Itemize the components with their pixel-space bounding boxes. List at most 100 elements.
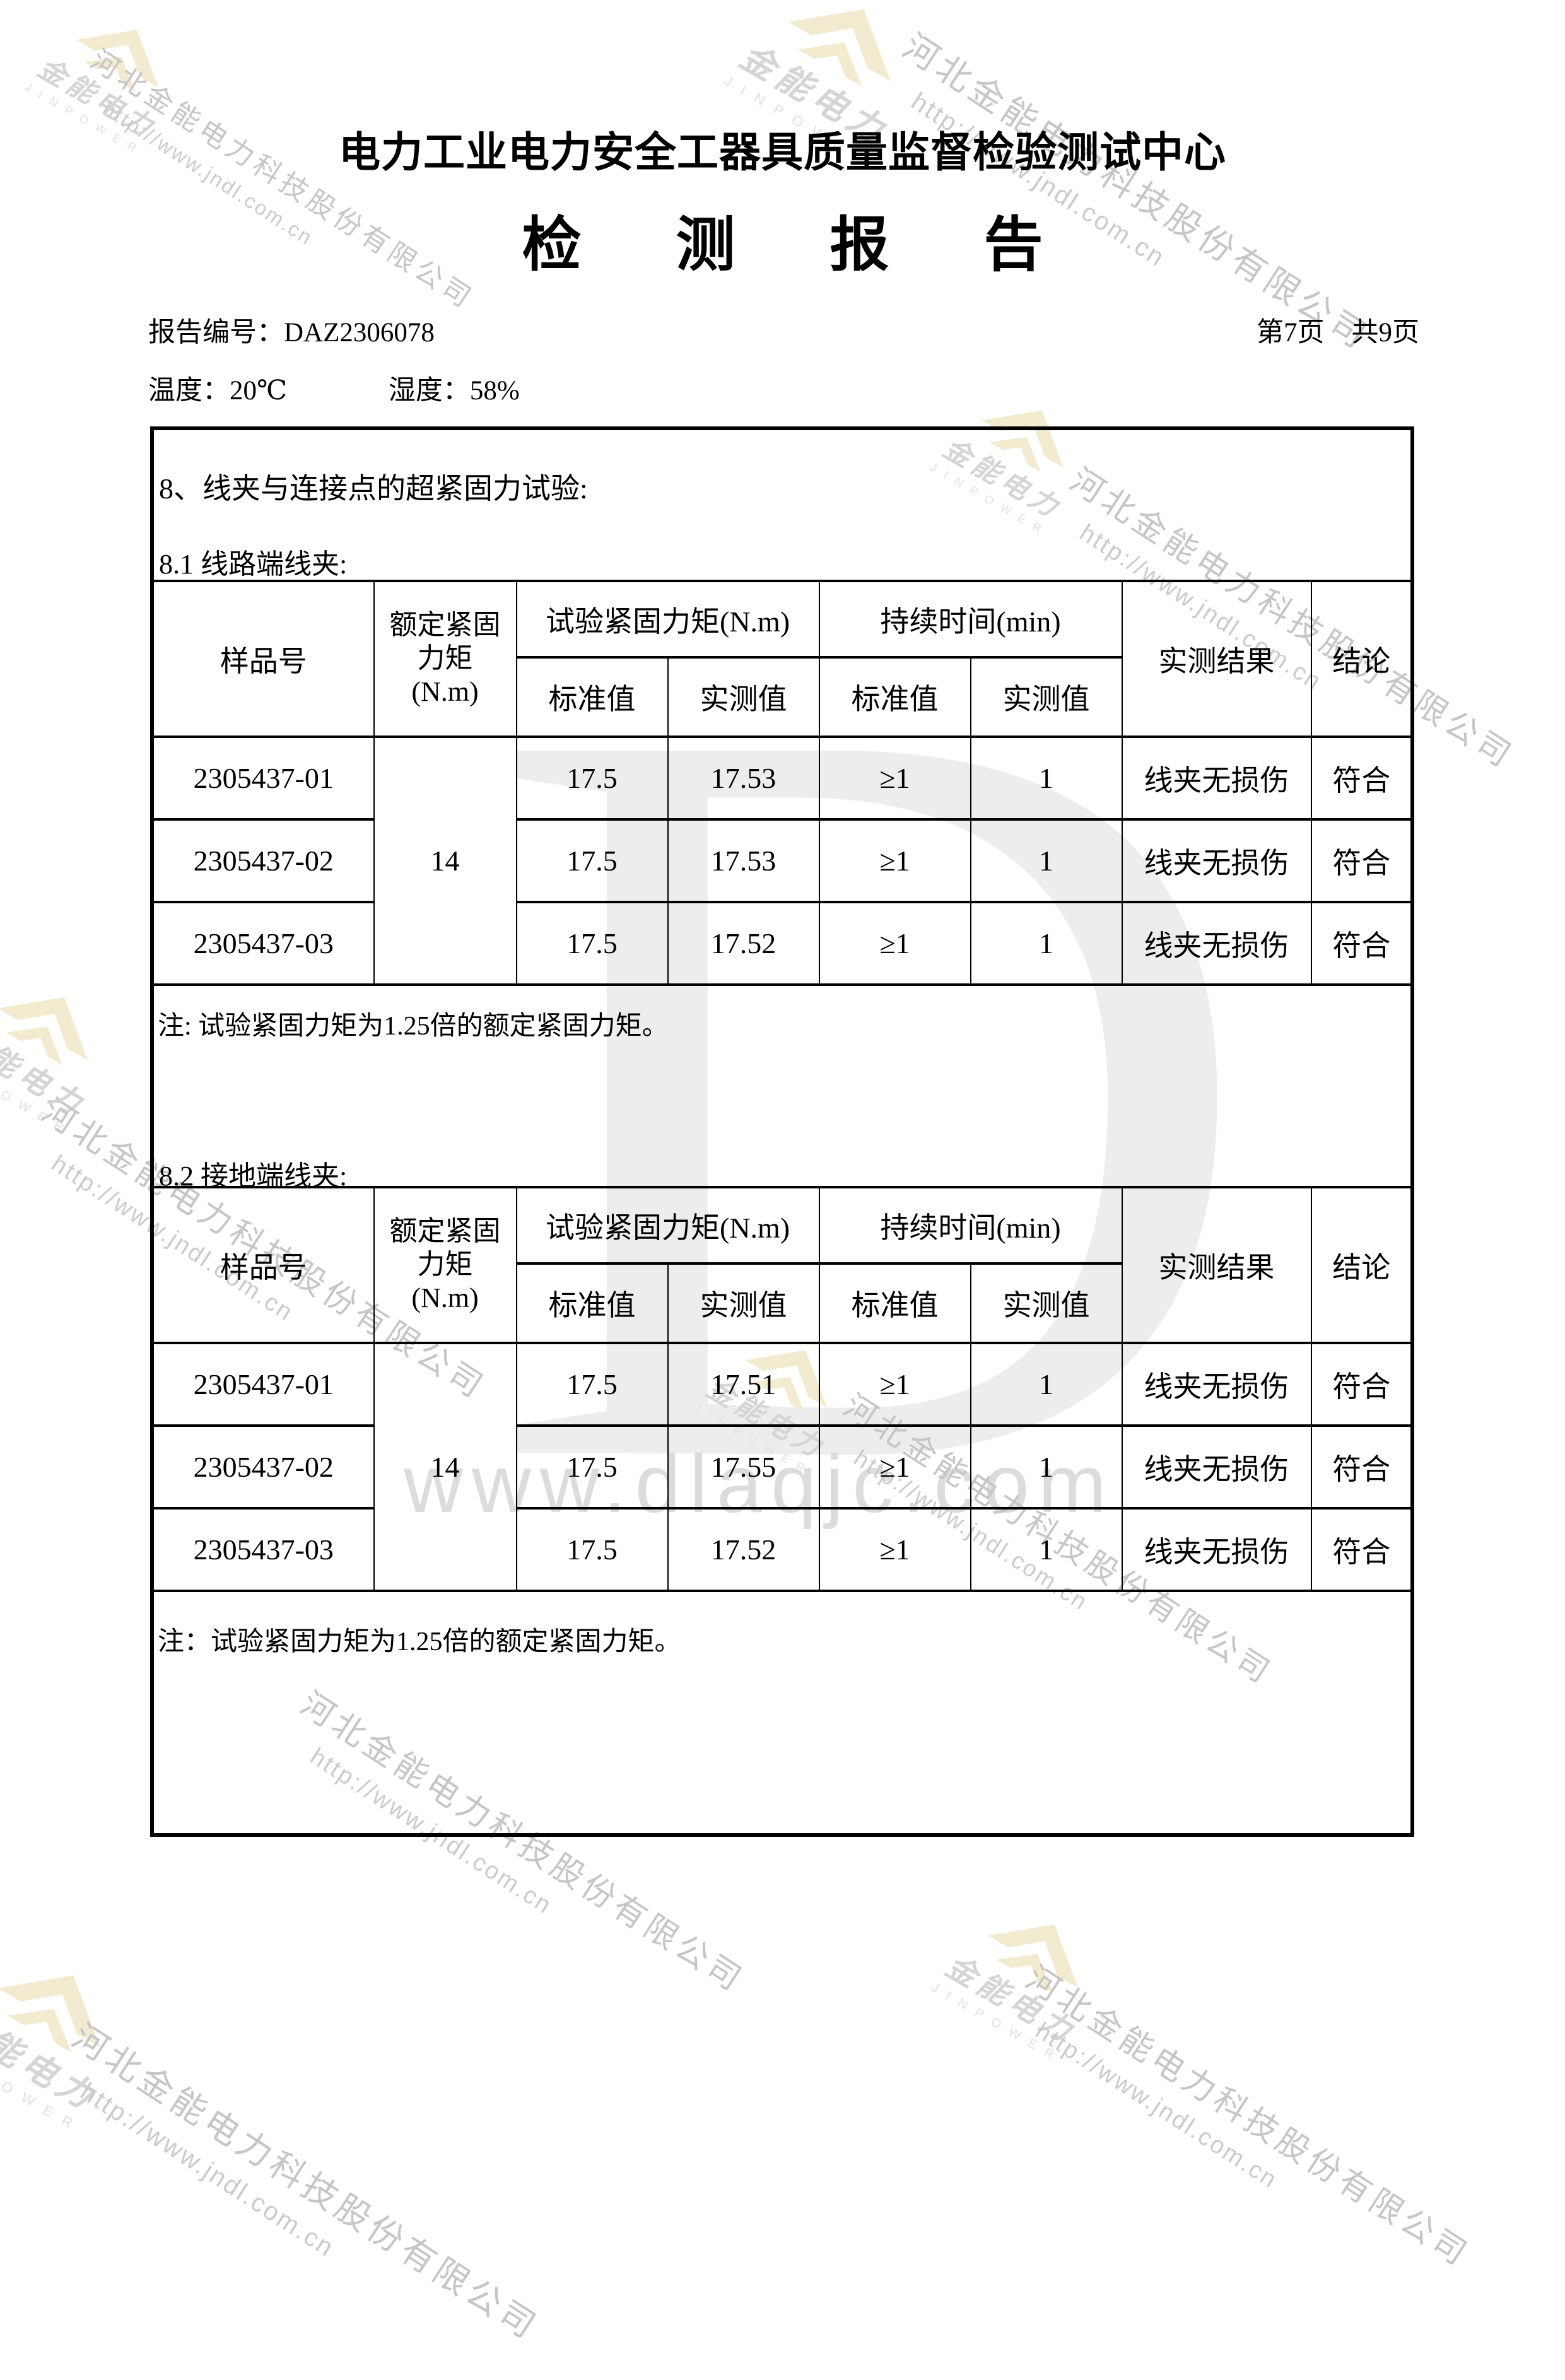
report-number-value: DAZ2306078 bbox=[284, 318, 435, 348]
result-cell: 线夹无损伤 bbox=[1121, 818, 1312, 903]
duration-standard-cell: ≥1 bbox=[818, 1507, 971, 1592]
torque-measured-cell: 17.55 bbox=[667, 1424, 820, 1509]
report-meta-row: 报告编号：DAZ2306078 第7页 共9页 bbox=[148, 310, 1419, 349]
col-header-rated-torque: 额定紧固 力矩 (N.m) bbox=[373, 1186, 517, 1344]
col-header-duration-measured: 实测值 bbox=[970, 1262, 1123, 1344]
col-header-duration-group: 持续时间(min) bbox=[818, 580, 1123, 659]
col-header-conclusion: 结论 bbox=[1310, 1186, 1413, 1344]
torque-measured-cell: 17.51 bbox=[667, 1342, 820, 1427]
sample-cell: 2305437-03 bbox=[152, 1507, 375, 1592]
col-header-duration-measured: 实测值 bbox=[970, 656, 1123, 738]
duration-measured-cell: 1 bbox=[970, 1342, 1123, 1427]
sample-cell: 2305437-01 bbox=[152, 736, 375, 821]
table-row: 2305437-01 14 17.5 17.53 ≥1 1 线夹无损伤 符合 bbox=[152, 736, 1413, 986]
line-end-clamp-table-wrap: 样品号 额定紧固 力矩 (N.m) 试验紧固力矩(N.m) 持续时间(min) … bbox=[152, 580, 1414, 986]
col-header-sample: 样品号 bbox=[152, 1186, 375, 1344]
col-header-torque-measured: 实测值 bbox=[667, 656, 820, 738]
col-header-result: 实测结果 bbox=[1121, 580, 1312, 738]
col-header-torque-measured: 实测值 bbox=[667, 1262, 820, 1344]
table-header-row: 样品号 额定紧固 力矩 (N.m) 试验紧固力矩(N.m) 持续时间(min) … bbox=[152, 580, 1413, 738]
report-body-frame: 8、线夹与连接点的超紧固力试验: 8.1 线路端线夹: 样品号 额定紧固 力矩 … bbox=[150, 426, 1414, 1837]
section-8-1-heading: 8.1 线路端线夹: bbox=[159, 549, 348, 580]
conclusion-cell: 符合 bbox=[1310, 818, 1413, 903]
conclusion-cell: 符合 bbox=[1310, 1342, 1413, 1427]
temperature-label: 温度： bbox=[148, 376, 230, 406]
col-header-torque-standard: 标准值 bbox=[515, 656, 669, 738]
page-indicator: 第7页 共9页 bbox=[1257, 318, 1419, 348]
report-page: 电力工业电力安全工器具质量监督检验测试中心 检测报告 报告编号：DAZ23060… bbox=[148, 130, 1419, 1837]
table2-note: 注：试验紧固力矩为1.25倍的额定紧固力矩。 bbox=[158, 1627, 681, 1656]
sample-cell: 2305437-02 bbox=[152, 818, 375, 903]
report-number-label: 报告编号： bbox=[148, 318, 284, 348]
conclusion-cell: 符合 bbox=[1310, 901, 1413, 986]
line-end-clamp-table: 样品号 额定紧固 力矩 (N.m) 试验紧固力矩(N.m) 持续时间(min) … bbox=[152, 580, 1414, 986]
temperature-value: 20℃ bbox=[230, 376, 288, 406]
torque-measured-cell: 17.52 bbox=[667, 1507, 820, 1592]
ground-end-clamp-table-wrap: 样品号 额定紧固 力矩 (N.m) 试验紧固力矩(N.m) 持续时间(min) … bbox=[152, 1186, 1414, 1592]
torque-measured-cell: 17.52 bbox=[667, 901, 820, 986]
duration-standard-cell: ≥1 bbox=[818, 1342, 971, 1427]
col-header-sample: 样品号 bbox=[152, 580, 375, 738]
table-row: 2305437-01 14 17.5 17.51 ≥1 1 线夹无损伤 符合 bbox=[152, 1342, 1413, 1592]
result-cell: 线夹无损伤 bbox=[1121, 1424, 1312, 1509]
torque-standard-cell: 17.5 bbox=[515, 818, 669, 903]
torque-measured-cell: 17.53 bbox=[667, 818, 820, 903]
duration-measured-cell: 1 bbox=[970, 1507, 1123, 1592]
duration-measured-cell: 1 bbox=[970, 736, 1123, 821]
duration-measured-cell: 1 bbox=[970, 901, 1123, 986]
sample-cell: 2305437-02 bbox=[152, 1424, 375, 1509]
table-header-row: 样品号 额定紧固 力矩 (N.m) 试验紧固力矩(N.m) 持续时间(min) … bbox=[152, 1186, 1413, 1344]
conclusion-cell: 符合 bbox=[1310, 736, 1413, 821]
table1-note: 注: 试验紧固力矩为1.25倍的额定紧固力矩。 bbox=[158, 1012, 669, 1041]
table-row: 2305437-03 17.5 17.52 ≥1 1 线夹无损伤 符合 bbox=[152, 901, 1413, 986]
conclusion-cell: 符合 bbox=[1310, 1507, 1413, 1592]
humidity: 湿度：58% bbox=[389, 376, 520, 406]
rated-torque-cell: 14 bbox=[373, 736, 517, 986]
report-number: 报告编号：DAZ2306078 bbox=[148, 310, 435, 349]
duration-standard-cell: ≥1 bbox=[818, 901, 971, 986]
table-subheader-row: 标准值 实测值 标准值 实测值 bbox=[153, 1262, 1412, 1344]
table-row: 2305437-02 17.5 17.55 ≥1 1 线夹无损伤 符合 bbox=[152, 1424, 1413, 1509]
humidity-label: 湿度： bbox=[388, 376, 470, 406]
result-cell: 线夹无损伤 bbox=[1121, 901, 1312, 986]
rated-torque-cell: 14 bbox=[373, 1342, 517, 1592]
rated-torque-line3: (N.m) bbox=[411, 1282, 479, 1313]
page-title: 检测报告 bbox=[522, 213, 1138, 278]
humidity-value: 58% bbox=[469, 376, 520, 406]
col-header-duration-group: 持续时间(min) bbox=[818, 1186, 1123, 1265]
table-row: 2305437-03 17.5 17.52 ≥1 1 线夹无损伤 符合 bbox=[152, 1507, 1413, 1592]
rated-torque-line2: 力矩 bbox=[417, 1249, 473, 1281]
col-header-duration-standard: 标准值 bbox=[818, 656, 971, 738]
result-cell: 线夹无损伤 bbox=[1121, 736, 1312, 821]
torque-standard-cell: 17.5 bbox=[515, 1342, 669, 1427]
temperature: 温度：20℃ bbox=[148, 376, 294, 406]
duration-standard-cell: ≥1 bbox=[818, 818, 971, 903]
sample-cell: 2305437-01 bbox=[152, 1342, 375, 1427]
conclusion-cell: 符合 bbox=[1310, 1424, 1413, 1509]
col-header-test-torque-group: 试验紧固力矩(N.m) bbox=[515, 580, 820, 659]
torque-standard-cell: 17.5 bbox=[515, 901, 669, 986]
duration-standard-cell: ≥1 bbox=[818, 1424, 971, 1509]
torque-standard-cell: 17.5 bbox=[515, 736, 669, 821]
col-header-duration-standard: 标准值 bbox=[818, 1262, 971, 1344]
duration-standard-cell: ≥1 bbox=[818, 736, 971, 821]
table-subheader-row: 标准值 实测值 标准值 实测值 bbox=[153, 656, 1412, 738]
torque-standard-cell: 17.5 bbox=[515, 1424, 669, 1509]
col-header-conclusion: 结论 bbox=[1310, 580, 1413, 738]
center-name: 电力工业电力安全工器具质量监督检验测试中心 bbox=[339, 130, 1226, 176]
col-header-rated-torque: 额定紧固 力矩 (N.m) bbox=[373, 580, 517, 738]
rated-torque-line1: 额定紧固 bbox=[389, 609, 501, 641]
duration-measured-cell: 1 bbox=[970, 1424, 1123, 1509]
ground-end-clamp-table: 样品号 额定紧固 力矩 (N.m) 试验紧固力矩(N.m) 持续时间(min) … bbox=[152, 1186, 1414, 1592]
environment-row: 温度：20℃ 湿度：58% bbox=[148, 368, 520, 407]
col-header-test-torque-group: 试验紧固力矩(N.m) bbox=[515, 1186, 820, 1265]
col-header-result: 实测结果 bbox=[1121, 1186, 1312, 1344]
torque-measured-cell: 17.53 bbox=[667, 736, 820, 821]
result-cell: 线夹无损伤 bbox=[1121, 1342, 1312, 1427]
section-8-heading: 8、线夹与连接点的超紧固力试验: bbox=[159, 472, 588, 505]
result-cell: 线夹无损伤 bbox=[1121, 1507, 1312, 1592]
table-row: 2305437-02 17.5 17.53 ≥1 1 线夹无损伤 符合 bbox=[152, 818, 1413, 903]
rated-torque-line2: 力矩 bbox=[417, 643, 473, 674]
rated-torque-line1: 额定紧固 bbox=[389, 1216, 501, 1247]
duration-measured-cell: 1 bbox=[970, 818, 1123, 903]
